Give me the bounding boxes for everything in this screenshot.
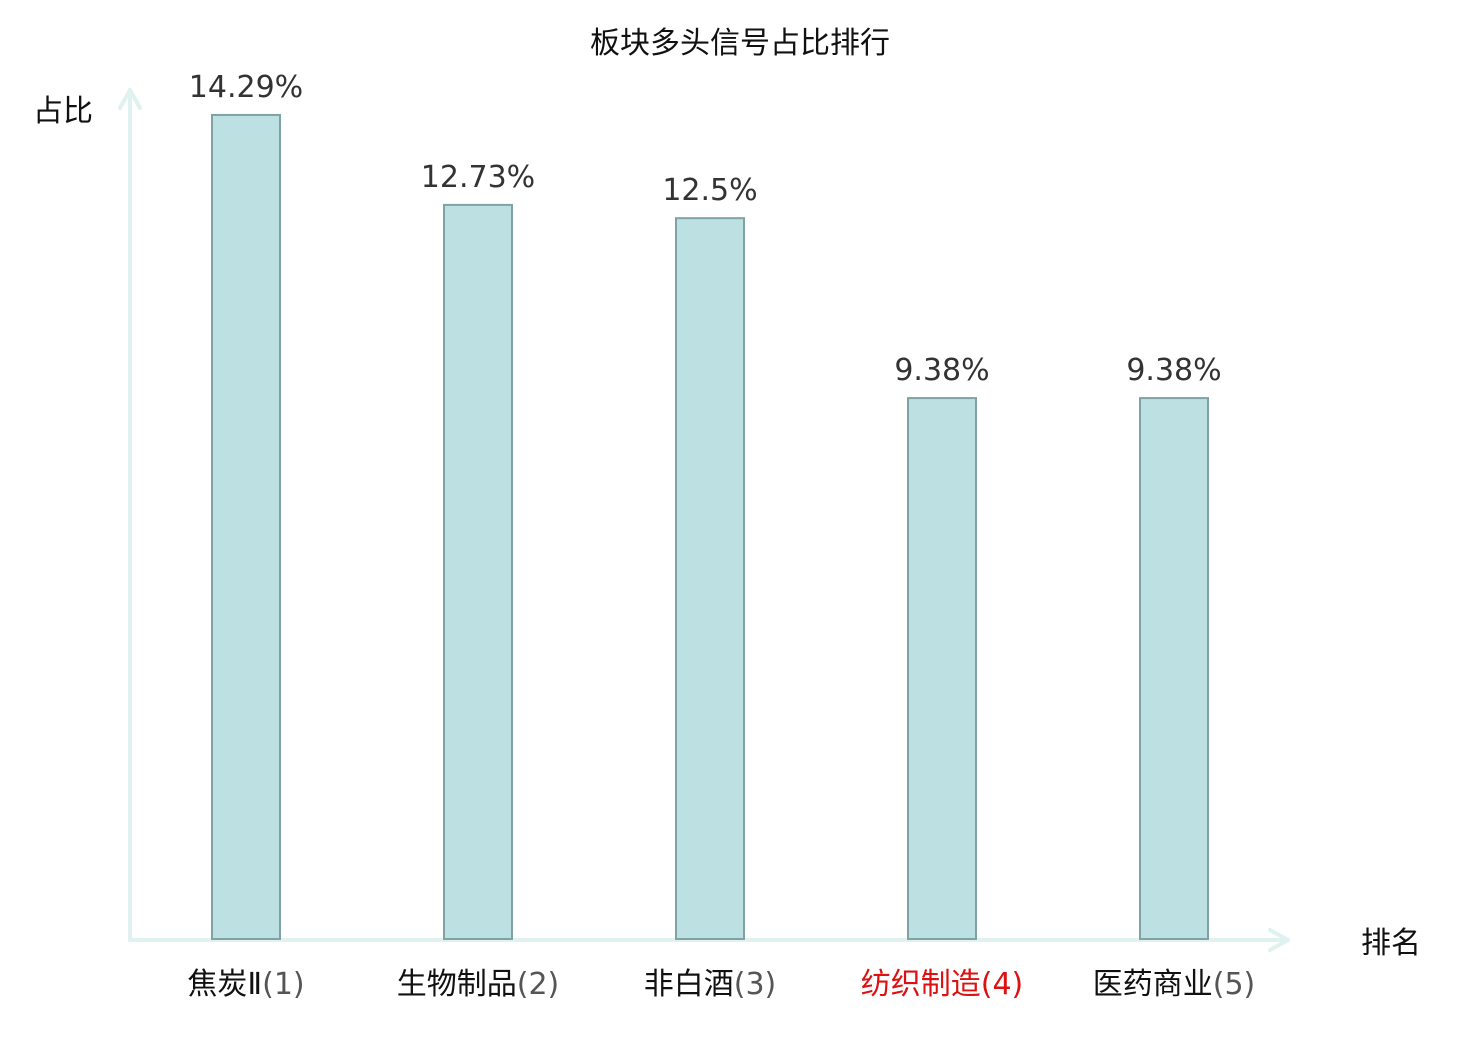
chart-title: 板块多头信号占比排行	[590, 26, 890, 61]
bar-3	[675, 217, 745, 940]
category-name-1: 焦炭Ⅱ	[187, 967, 262, 1002]
bars-group: 14.29% 焦炭Ⅱ(1) 12.73% 生物制品(2) 12.5% 非白酒(3) 9.38…	[187, 70, 1255, 1002]
category-name-4: 纺织制造	[861, 967, 981, 1002]
bar-5	[1139, 397, 1209, 940]
bar-1	[211, 113, 281, 940]
category-label-3: 非白酒(3)	[644, 967, 777, 1002]
category-rank-4: (4)	[981, 967, 1024, 1002]
y-axis-label: 占比	[33, 94, 93, 129]
value-label-5: 9.38%	[1126, 353, 1221, 388]
category-rank-2: (2)	[517, 967, 560, 1002]
category-name-5: 医药商业	[1093, 967, 1213, 1002]
bar-4	[907, 397, 977, 940]
y-axis-arrow	[118, 88, 142, 110]
value-label-3: 12.5%	[662, 173, 757, 208]
category-name-2: 生物制品	[397, 967, 517, 1002]
category-rank-3: (3)	[734, 967, 777, 1002]
category-rank-1: (1)	[262, 967, 305, 1002]
x-axis-label: 排名	[1361, 926, 1421, 961]
category-name-3: 非白酒	[644, 967, 734, 1002]
value-label-1: 14.29%	[189, 70, 303, 105]
category-rank-5: (5)	[1213, 967, 1256, 1002]
category-label-2: 生物制品(2)	[397, 967, 560, 1002]
bar-2	[443, 203, 513, 941]
value-label-2: 12.73%	[421, 160, 535, 195]
category-label-5: 医药商业(5)	[1093, 967, 1256, 1002]
category-label-4: 纺织制造(4)	[861, 967, 1024, 1002]
x-axis-arrow	[1268, 928, 1290, 952]
category-label-1: 焦炭Ⅱ(1)	[187, 967, 304, 1002]
value-label-4: 9.38%	[894, 353, 989, 388]
